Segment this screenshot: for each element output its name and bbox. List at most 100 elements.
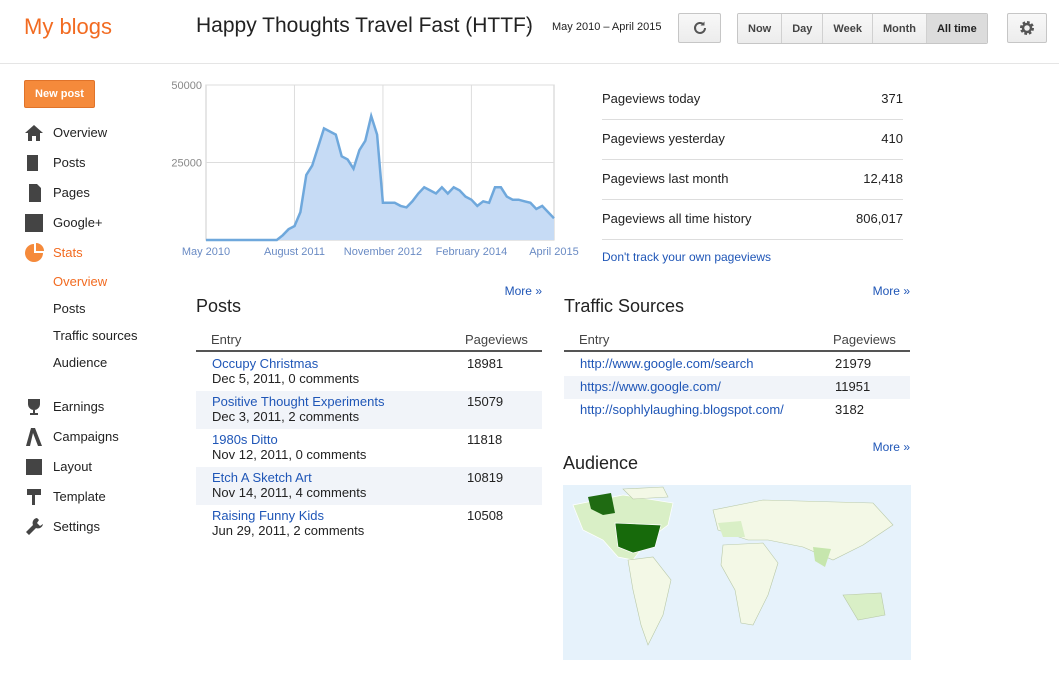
nav-icon xyxy=(29,184,41,202)
post-title[interactable]: Occupy Christmas xyxy=(212,356,319,371)
nav-item[interactable]: Settings xyxy=(53,519,100,534)
range-button[interactable]: Now xyxy=(738,14,783,43)
subnav-item[interactable]: Traffic sources xyxy=(53,328,138,343)
post-pageviews: 18981 xyxy=(467,356,504,371)
section-title: Audience xyxy=(563,453,639,473)
x-tick-label: May 2010 xyxy=(182,246,230,258)
summary-label: Pageviews all time history xyxy=(602,211,752,226)
summary-value: 12,418 xyxy=(863,171,903,186)
subnav-item[interactable]: Overview xyxy=(53,274,108,289)
nav-item[interactable]: Layout xyxy=(53,459,93,474)
range-button[interactable]: Month xyxy=(872,14,927,43)
x-tick-label: April 2015 xyxy=(529,246,579,258)
more-link[interactable]: More » xyxy=(504,284,542,298)
y-tick-label: 50000 xyxy=(171,80,202,92)
world-map xyxy=(563,485,911,660)
source-url[interactable]: http://sophlylaughing.blogspot.com/ xyxy=(580,402,784,417)
x-tick-label: August 2011 xyxy=(264,246,325,258)
subnav-item[interactable]: Posts xyxy=(53,301,86,316)
blog-title: Happy Thoughts Travel Fast (HTTF) xyxy=(196,14,533,37)
new-post-button[interactable]: New post xyxy=(24,80,95,108)
post-title[interactable]: Etch A Sketch Art xyxy=(212,470,312,485)
source-url[interactable]: https://www.google.com/ xyxy=(580,379,721,394)
more-link[interactable]: More » xyxy=(872,284,910,298)
nav-icon xyxy=(26,459,42,475)
y-tick-label: 25000 xyxy=(171,158,202,170)
nav-item[interactable]: Google+ xyxy=(53,215,103,230)
post-pageviews: 10819 xyxy=(467,470,504,485)
nav-item[interactable]: Overview xyxy=(53,125,108,140)
source-pageviews: 3182 xyxy=(835,402,864,417)
summary-label: Pageviews yesterday xyxy=(602,131,725,146)
range-buttons: Now Day Week Month All time xyxy=(737,13,988,44)
chart: 25000 50000 May 2010 August 2011 November 20… xyxy=(171,80,579,258)
source-url[interactable]: http://www.google.com/search xyxy=(580,356,754,371)
column-header: Pageviews xyxy=(833,332,896,347)
row-background xyxy=(564,376,910,399)
row-background xyxy=(196,391,542,429)
row-background xyxy=(196,467,542,505)
header-rule xyxy=(564,350,910,352)
header-rule xyxy=(196,350,542,352)
refresh-button[interactable] xyxy=(678,13,721,43)
column-header: Entry xyxy=(579,332,610,347)
post-meta: Nov 14, 2011, 4 comments xyxy=(212,485,367,500)
gear-icon xyxy=(1020,21,1034,35)
nav-item[interactable]: Posts xyxy=(53,155,86,170)
source-pageviews: 21979 xyxy=(835,356,872,371)
summary-divider xyxy=(602,199,903,200)
nav-item[interactable]: Pages xyxy=(53,185,90,200)
nav-item[interactable]: Earnings xyxy=(53,399,105,414)
nav-icon xyxy=(25,214,43,232)
range-button[interactable]: Day xyxy=(782,14,824,43)
date-range[interactable]: May 2010 – April 2015 xyxy=(552,21,662,33)
nav-icon xyxy=(27,489,41,505)
summary-divider xyxy=(602,159,903,160)
header-divider xyxy=(0,63,1059,64)
post-meta: Dec 5, 2011, 0 comments xyxy=(212,371,360,386)
summary-value: 806,017 xyxy=(856,211,903,226)
range-button[interactable]: Week xyxy=(823,14,873,43)
nav-item[interactable]: Stats xyxy=(53,245,83,260)
nav-item[interactable]: Template xyxy=(53,489,106,504)
x-tick-label: February 2014 xyxy=(436,246,508,258)
column-header: Pageviews xyxy=(465,332,528,347)
settings-button[interactable] xyxy=(1007,13,1047,43)
summary-value: 371 xyxy=(881,91,903,106)
range-button[interactable]: All time xyxy=(926,14,987,43)
post-pageviews: 11818 xyxy=(467,432,503,447)
x-tick-label: November 2012 xyxy=(344,246,422,258)
refresh-icon xyxy=(693,21,706,34)
post-pageviews: 10508 xyxy=(467,508,504,523)
post-pageviews: 15079 xyxy=(467,394,504,409)
nav-icon xyxy=(26,428,42,446)
summary-divider xyxy=(602,239,903,240)
post-meta: Dec 3, 2011, 2 comments xyxy=(212,409,360,424)
post-meta: Nov 12, 2011, 0 comments xyxy=(212,447,367,462)
post-title[interactable]: Raising Funny Kids xyxy=(212,508,324,523)
separator: · xyxy=(526,18,531,34)
nav-icon xyxy=(27,155,38,171)
nav-icon xyxy=(25,243,44,262)
subnav-item[interactable]: Audience xyxy=(53,355,108,370)
summary-divider xyxy=(602,119,903,120)
untrack-link[interactable]: Don't track your own pageviews xyxy=(602,250,772,264)
more-link[interactable]: More » xyxy=(872,440,910,454)
post-title[interactable]: 1980s Ditto xyxy=(212,432,278,447)
nav-icon xyxy=(28,399,40,415)
nav-icon xyxy=(26,518,43,535)
nav-item[interactable]: Campaigns xyxy=(53,429,119,444)
line xyxy=(206,111,555,242)
section-title: Traffic Sources xyxy=(564,296,685,316)
post-title[interactable]: Positive Thought Experiments xyxy=(212,394,385,409)
nav-icon xyxy=(25,125,43,141)
brand[interactable]: My blogs xyxy=(24,14,113,39)
section-title: Posts xyxy=(196,296,242,316)
summary-label: Pageviews last month xyxy=(602,171,729,186)
summary-label: Pageviews today xyxy=(602,91,701,106)
post-meta: Jun 29, 2011, 2 comments xyxy=(212,523,365,538)
summary-value: 410 xyxy=(881,131,903,146)
source-pageviews: 11951 xyxy=(835,379,871,394)
column-header: Entry xyxy=(211,332,242,347)
